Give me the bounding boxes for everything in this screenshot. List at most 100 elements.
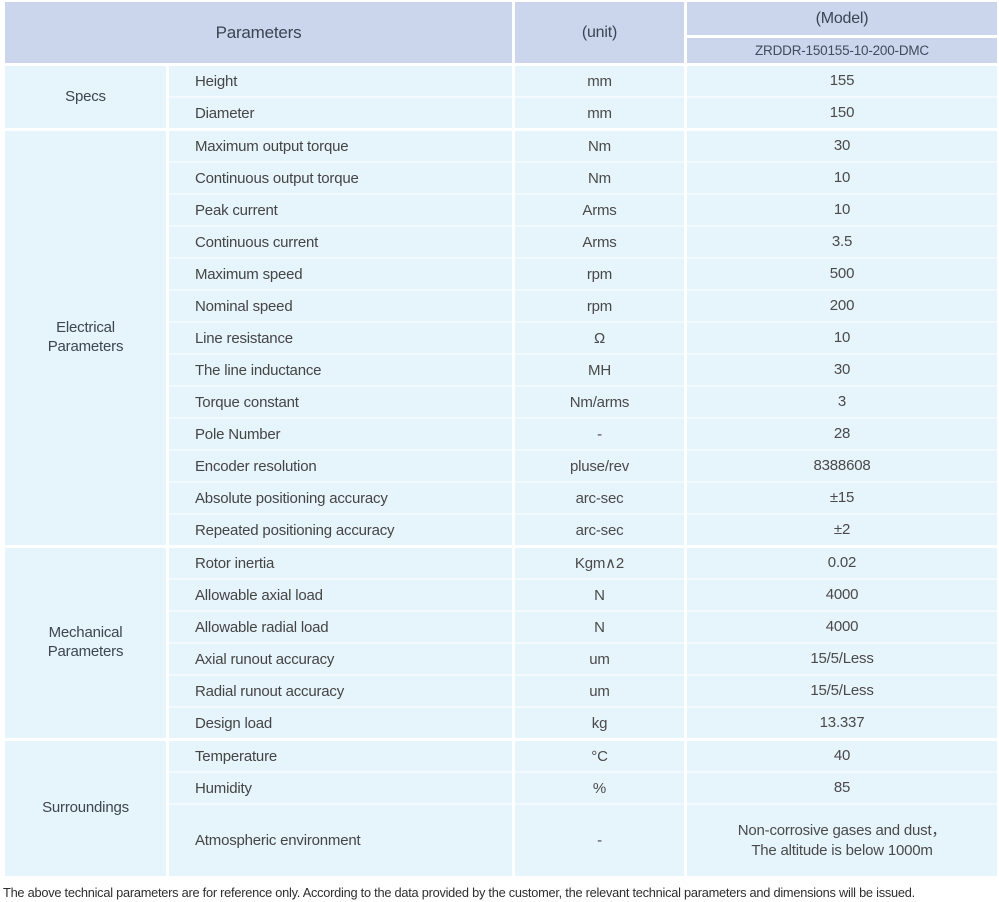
unit-header: (unit): [512, 2, 687, 66]
table-row: Specs Height mm 155: [2, 63, 999, 130]
table-row: Peak current Arms 10: [4, 193, 999, 226]
value-cell: 3.5: [684, 225, 999, 258]
param-cell: Allowable radial load: [166, 610, 515, 643]
value-cell: 85: [684, 771, 999, 804]
unit-cell: um: [512, 674, 687, 707]
param-cell: Radial runout accuracy: [166, 674, 515, 707]
unit-cell: MH: [512, 353, 687, 386]
table-row: Allowable axial load N 4000: [4, 578, 999, 611]
value-cell: 15/5/Less: [684, 674, 999, 707]
table-row: Design load kg 13.337: [4, 706, 999, 740]
value-cell: 150: [684, 96, 999, 130]
value-cell: 0.02: [684, 545, 999, 579]
param-cell: Line resistance: [166, 321, 515, 354]
value-cell: 10: [684, 193, 999, 226]
group-label-electrical: Electrical Parameters: [2, 128, 169, 547]
value-cell: 4000: [684, 578, 999, 611]
unit-cell: arc-sec: [512, 481, 687, 514]
table-row: Continuous current Arms 3.5: [4, 225, 999, 258]
param-cell: Design load: [166, 706, 515, 740]
unit-cell: rpm: [512, 257, 687, 290]
value-cell: 3: [684, 385, 999, 418]
model-number: ZRDDR-150155-10-200-DMC: [684, 35, 999, 66]
unit-cell: arc-sec: [512, 513, 687, 547]
value-cell: 10: [684, 161, 999, 194]
param-cell: Humidity: [166, 771, 515, 804]
param-cell: Encoder resolution: [166, 449, 515, 482]
table-row: Encoder resolution pluse/rev 8388608: [4, 449, 999, 482]
unit-cell: um: [512, 642, 687, 675]
table-row: Atmospheric environment - Non-corrosive …: [4, 803, 999, 876]
value-cell: 10: [684, 321, 999, 354]
unit-cell: Nm: [512, 161, 687, 194]
table-row: Electrical Parameters Maximum output tor…: [2, 128, 999, 547]
value-cell: 13.337: [684, 706, 999, 740]
param-cell: Pole Number: [166, 417, 515, 450]
table-row: Axial runout accuracy um 15/5/Less: [4, 642, 999, 675]
unit-cell: -: [512, 417, 687, 450]
table-row: Allowable radial load N 4000: [4, 610, 999, 643]
table-row: Surroundings Temperature °C 40: [2, 738, 999, 876]
table-row: Torque constant Nm/arms 3: [4, 385, 999, 418]
table-row: Diameter mm 150: [4, 96, 999, 130]
param-cell: Absolute positioning accuracy: [166, 481, 515, 514]
unit-cell: Arms: [512, 193, 687, 226]
table-row: Maximum speed rpm 500: [4, 257, 999, 290]
table-header: Parameters (unit) (Model) ZRDDR-150155-1…: [2, 2, 999, 66]
group-label-mechanical: Mechanical Parameters: [2, 545, 169, 740]
param-cell: Nominal speed: [166, 289, 515, 322]
unit-cell: -: [512, 803, 687, 876]
value-cell: 8388608: [684, 449, 999, 482]
table-row: The line inductance MH 30: [4, 353, 999, 386]
unit-cell: kg: [512, 706, 687, 740]
value-cell: 500: [684, 257, 999, 290]
unit-cell: Kgm∧2: [512, 545, 687, 579]
table-row: Radial runout accuracy um 15/5/Less: [4, 674, 999, 707]
unit-cell: Nm: [512, 128, 687, 162]
unit-cell: mm: [512, 96, 687, 130]
value-cell: 28: [684, 417, 999, 450]
param-cell: Peak current: [166, 193, 515, 226]
group-label-specs: Specs: [2, 63, 169, 130]
param-cell: Allowable axial load: [166, 578, 515, 611]
unit-cell: mm: [512, 63, 687, 97]
table-row: Absolute positioning accuracy arc-sec ±1…: [4, 481, 999, 514]
value-cell: 30: [684, 128, 999, 162]
param-cell: Maximum output torque: [166, 128, 515, 162]
table-row: Pole Number - 28: [4, 417, 999, 450]
value-cell: 15/5/Less: [684, 642, 999, 675]
param-cell: Maximum speed: [166, 257, 515, 290]
model-header: (Model): [684, 2, 999, 38]
table-row: Line resistance Ω 10: [4, 321, 999, 354]
unit-cell: N: [512, 578, 687, 611]
value-cell: ±15: [684, 481, 999, 514]
unit-cell: N: [512, 610, 687, 643]
value-cell: 155: [684, 63, 999, 97]
param-cell: Atmospheric environment: [166, 803, 515, 876]
group-label-surroundings: Surroundings: [2, 738, 169, 876]
table-row: Nominal speed rpm 200: [4, 289, 999, 322]
param-cell: Repeated positioning accuracy: [166, 513, 515, 547]
table-row: Humidity % 85: [4, 771, 999, 804]
param-cell: The line inductance: [166, 353, 515, 386]
unit-cell: rpm: [512, 289, 687, 322]
param-cell: Continuous current: [166, 225, 515, 258]
header-row-2: ZRDDR-150155-10-200-DMC: [4, 35, 999, 66]
table-row: Continuous output torque Nm 10: [4, 161, 999, 194]
param-cell: Temperature: [166, 738, 515, 772]
value-cell: Non-corrosive gases and dust， The altitu…: [684, 803, 999, 876]
param-cell: Rotor inertia: [166, 545, 515, 579]
unit-cell: Nm/arms: [512, 385, 687, 418]
value-cell: 200: [684, 289, 999, 322]
param-cell: Continuous output torque: [166, 161, 515, 194]
table-row: Repeated positioning accuracy arc-sec ±2: [4, 513, 999, 547]
unit-cell: Ω: [512, 321, 687, 354]
unit-cell: %: [512, 771, 687, 804]
value-cell: ±2: [684, 513, 999, 547]
param-cell: Torque constant: [166, 385, 515, 418]
param-cell: Axial runout accuracy: [166, 642, 515, 675]
header-row-1: Parameters (unit) (Model): [2, 2, 999, 66]
unit-cell: Arms: [512, 225, 687, 258]
param-cell: Height: [166, 63, 515, 97]
